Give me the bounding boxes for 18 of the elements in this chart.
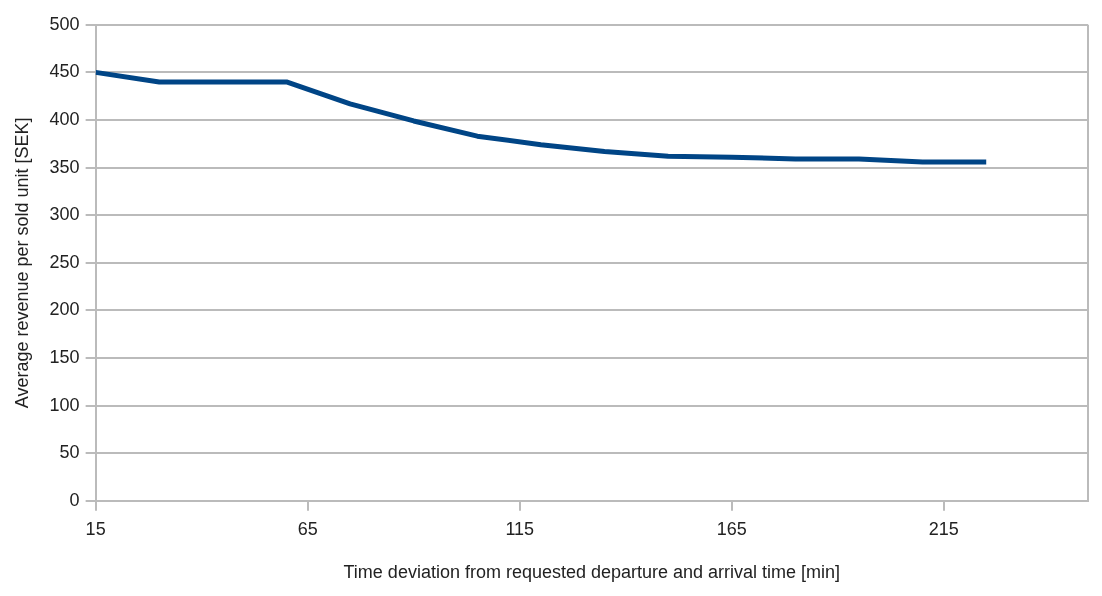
x-tick-label: 65 [297,518,318,539]
y-tick-label: 50 [59,442,80,463]
x-axis-title: Time deviation from requested departure and arrival time [min] [343,562,841,583]
y-tick-label: 0 [69,489,80,510]
x-tick-label: 115 [505,518,535,539]
x-tick-label: 15 [85,518,106,539]
y-tick-label: 400 [49,108,80,129]
y-tick-label: 250 [49,251,80,272]
x-tick-label: 215 [928,518,959,539]
y-tick-label: 350 [49,156,80,177]
y-tick-label: 150 [49,346,80,367]
x-tick-label: 165 [716,518,747,539]
y-tick-label: 100 [49,394,80,415]
y-tick-label: 200 [49,299,80,320]
y-tick-label: 300 [49,204,80,225]
y-tick-label: 500 [49,13,80,34]
y-tick-label: 450 [49,61,80,82]
y-axis-title: Average revenue per sold unit [SEK] [11,117,32,409]
